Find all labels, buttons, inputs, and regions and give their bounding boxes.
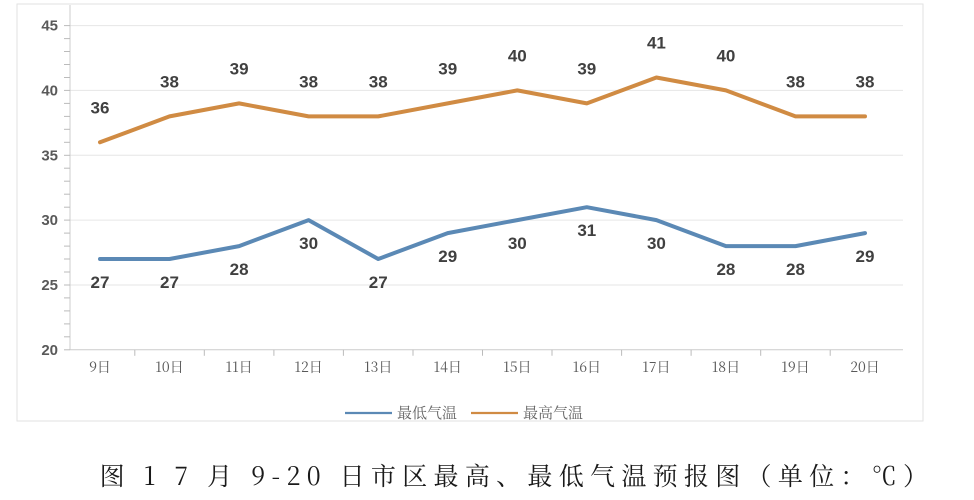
svg-text:29: 29	[438, 247, 457, 266]
svg-text:图 1 7 月 9-20 日市区最高、最低气温预报图（单位：: 图 1 7 月 9-20 日市区最高、最低气温预报图（单位：℃）	[100, 457, 935, 493]
svg-text:35: 35	[41, 147, 58, 164]
svg-text:27: 27	[369, 273, 388, 292]
svg-text:38: 38	[299, 72, 318, 91]
svg-text:40: 40	[508, 46, 527, 65]
svg-text:13日: 13日	[364, 357, 392, 377]
svg-text:36: 36	[91, 98, 110, 117]
svg-text:20日: 20日	[850, 357, 880, 377]
svg-text:12日: 12日	[294, 357, 322, 377]
svg-text:11日: 11日	[225, 357, 252, 377]
svg-text:31: 31	[577, 221, 596, 240]
svg-text:14日: 14日	[434, 357, 462, 377]
svg-text:41: 41	[647, 34, 666, 53]
svg-text:38: 38	[369, 72, 388, 91]
svg-text:30: 30	[41, 212, 58, 229]
svg-text:38: 38	[160, 72, 179, 91]
svg-text:最低气温: 最低气温	[397, 402, 457, 423]
svg-text:28: 28	[786, 260, 805, 279]
svg-text:27: 27	[91, 273, 110, 292]
svg-text:17日: 17日	[642, 357, 670, 377]
svg-text:39: 39	[438, 59, 457, 78]
svg-text:28: 28	[716, 260, 735, 279]
svg-text:30: 30	[299, 234, 318, 253]
svg-text:39: 39	[230, 59, 249, 78]
svg-text:16日: 16日	[573, 357, 601, 377]
svg-text:27: 27	[160, 273, 179, 292]
svg-text:29: 29	[856, 247, 875, 266]
svg-text:15日: 15日	[503, 357, 531, 377]
svg-text:30: 30	[508, 234, 527, 253]
svg-text:10日: 10日	[155, 357, 183, 377]
svg-text:38: 38	[856, 72, 875, 91]
svg-text:30: 30	[647, 234, 666, 253]
svg-text:9日: 9日	[89, 357, 111, 377]
svg-text:40: 40	[41, 82, 58, 99]
svg-text:最高气温: 最高气温	[523, 402, 583, 423]
svg-text:38: 38	[786, 72, 805, 91]
svg-text:18日: 18日	[712, 357, 740, 377]
svg-text:40: 40	[716, 46, 735, 65]
svg-text:19日: 19日	[781, 357, 809, 377]
svg-text:20: 20	[41, 342, 58, 359]
svg-text:28: 28	[230, 260, 249, 279]
svg-text:25: 25	[41, 277, 58, 294]
svg-text:39: 39	[577, 59, 596, 78]
svg-text:45: 45	[41, 18, 58, 35]
